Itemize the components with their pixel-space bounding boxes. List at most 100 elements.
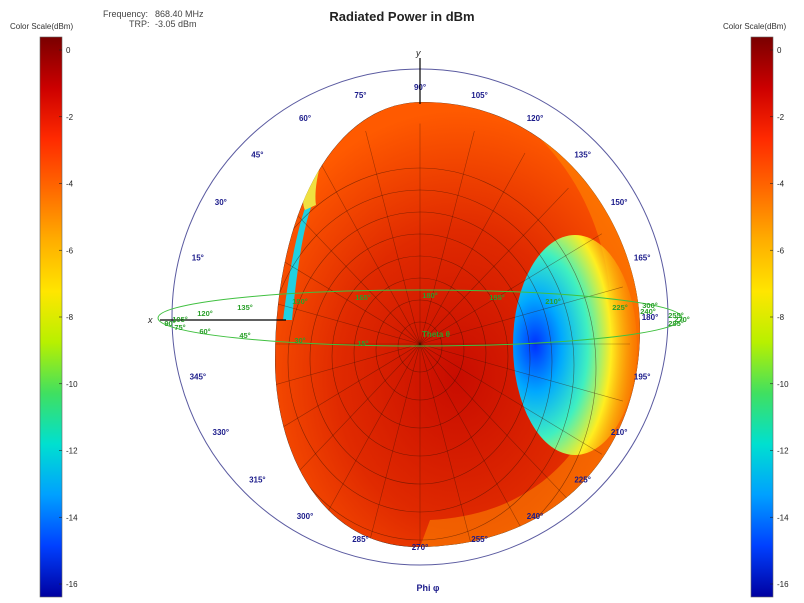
phi-ring-label: 150° <box>611 198 628 207</box>
globe-mesh-meridian <box>275 343 421 455</box>
theta-label: 60° <box>199 327 210 336</box>
theta-label: 270° <box>674 315 690 324</box>
color-scale-tick-label: -10 <box>777 380 789 389</box>
phi-ring-label: 285° <box>352 535 369 544</box>
color-scale-tick-label: -6 <box>777 246 785 255</box>
theta-label: 165° <box>355 293 371 302</box>
globe-mesh-meridian <box>419 130 475 345</box>
phi-ring-label: 105° <box>471 91 488 100</box>
phi-ring-label: 300° <box>297 512 314 521</box>
color-scale-tick-label: -2 <box>777 113 785 122</box>
phi-ring-label: 195° <box>634 373 651 382</box>
phi-ring-label: 135° <box>574 150 591 159</box>
globe-mesh-meridian <box>314 343 421 536</box>
theta-label: 240° <box>640 307 656 316</box>
theta-label: 105° <box>172 315 188 324</box>
globe-mesh-meridian <box>365 130 421 345</box>
phi-ring-label: 75° <box>354 91 366 100</box>
phi-ring-label: 240° <box>527 512 544 521</box>
phi-ring-label: 180° <box>642 313 659 322</box>
globe-mesh-ring <box>275 167 597 548</box>
globe-mesh-meridian <box>365 343 421 548</box>
theta-label: 150° <box>292 297 308 306</box>
color-scale-tick-label: -12 <box>777 447 789 456</box>
phi-ring-label: 120° <box>527 114 544 123</box>
color-scale-label-left: Color Scale(dBm) <box>10 22 73 31</box>
color-scale-tick-label: -12 <box>66 447 78 456</box>
phi-ring-label: 165° <box>634 253 651 262</box>
theta-label: 75° <box>174 323 185 332</box>
trp-label: TRP: <box>129 19 150 29</box>
globe-mesh-meridian <box>419 343 569 501</box>
globe-mesh-ring <box>375 299 465 401</box>
phi-axis-label: Phi φ <box>417 583 441 593</box>
globe-mesh-ring <box>287 211 553 513</box>
color-scale-tick-label: 0 <box>777 46 782 55</box>
phi-ring-label: 330° <box>213 428 230 437</box>
color-scale-tick-label: -16 <box>66 580 78 589</box>
phi-ring-label: 225° <box>574 476 591 485</box>
globe-mesh-meridian <box>275 286 421 345</box>
phi-ring-label: 15° <box>192 253 204 262</box>
phi-ring-label: 255° <box>471 535 488 544</box>
globe-mesh-ring <box>309 233 531 485</box>
chart-title: Radiated Power in dBm <box>329 9 475 24</box>
phi-ring-label: 270° <box>412 543 429 552</box>
theta-label: 120° <box>197 309 213 318</box>
globe-mesh-meridian <box>419 152 526 345</box>
theta-label: 225° <box>612 303 628 312</box>
trp-value: -3.05 dBm <box>155 19 197 29</box>
globe-mesh-meridian <box>275 233 421 345</box>
color-scale-tick-label: -10 <box>66 380 78 389</box>
phi-ring-label: 60° <box>299 114 311 123</box>
globe-left-null <box>283 200 312 320</box>
color-scale-tick-label: -8 <box>66 313 74 322</box>
y-axis-label: y <box>415 48 421 58</box>
theta-label: 15° <box>357 339 368 348</box>
color-scale-tick-label: 0 <box>66 46 71 55</box>
phi-ring-label: 30° <box>215 198 227 207</box>
color-scale-tick-label: -8 <box>777 313 785 322</box>
theta-label: 210° <box>545 297 561 306</box>
theta-label: 300° <box>642 301 658 310</box>
theta-label: 135° <box>237 303 253 312</box>
theta-equator-ellipse <box>157 289 683 347</box>
color-scale-tick-label: -4 <box>777 180 785 189</box>
color-scale-tick-label: -6 <box>66 246 74 255</box>
color-scale-label-right: Color Scale(dBm) <box>723 22 786 31</box>
color-scale-tick-label: -2 <box>66 113 74 122</box>
globe-mesh-meridian <box>419 343 526 536</box>
theta-label: 45° <box>239 331 250 340</box>
x-axis-label: x <box>147 315 153 325</box>
globe-mesh-meridian <box>419 343 603 455</box>
color-scale-tick-label: -14 <box>777 513 789 522</box>
theta-label: 285° <box>668 319 684 328</box>
globe-mesh-meridian <box>314 152 421 345</box>
phi-ring-label: 315° <box>249 476 266 485</box>
theta-label: 255° <box>668 311 684 320</box>
globe-mesh-ring <box>397 321 443 373</box>
phi-ring-label: 345° <box>190 373 207 382</box>
globe-right-null <box>513 235 637 455</box>
theta-label: 90° <box>164 319 175 328</box>
theta-label: 195° <box>489 293 505 302</box>
theta-label: 30° <box>294 336 305 345</box>
globe-mesh-meridian <box>275 343 421 402</box>
globe-mesh-ring <box>353 277 487 429</box>
phi-ring-label: 210° <box>611 428 628 437</box>
color-scale-tick-label: -16 <box>777 580 789 589</box>
color-scale-tick-label: -4 <box>66 180 74 189</box>
color-scale-bar-left <box>39 36 63 598</box>
color-scale-tick-label: -14 <box>66 513 78 522</box>
color-scale-bar-right <box>750 36 774 598</box>
globe-mesh-meridian <box>419 233 603 345</box>
frequency-label: Frequency: <box>103 9 149 19</box>
globe-mesh-ring <box>331 255 509 457</box>
globe-mesh-meridian <box>419 187 569 345</box>
frequency-value: 868.40 MHz <box>155 9 204 19</box>
phi-ring-label: 45° <box>251 150 263 159</box>
globe-mesh-meridian <box>419 343 623 402</box>
globe-mesh-ring <box>275 189 575 541</box>
